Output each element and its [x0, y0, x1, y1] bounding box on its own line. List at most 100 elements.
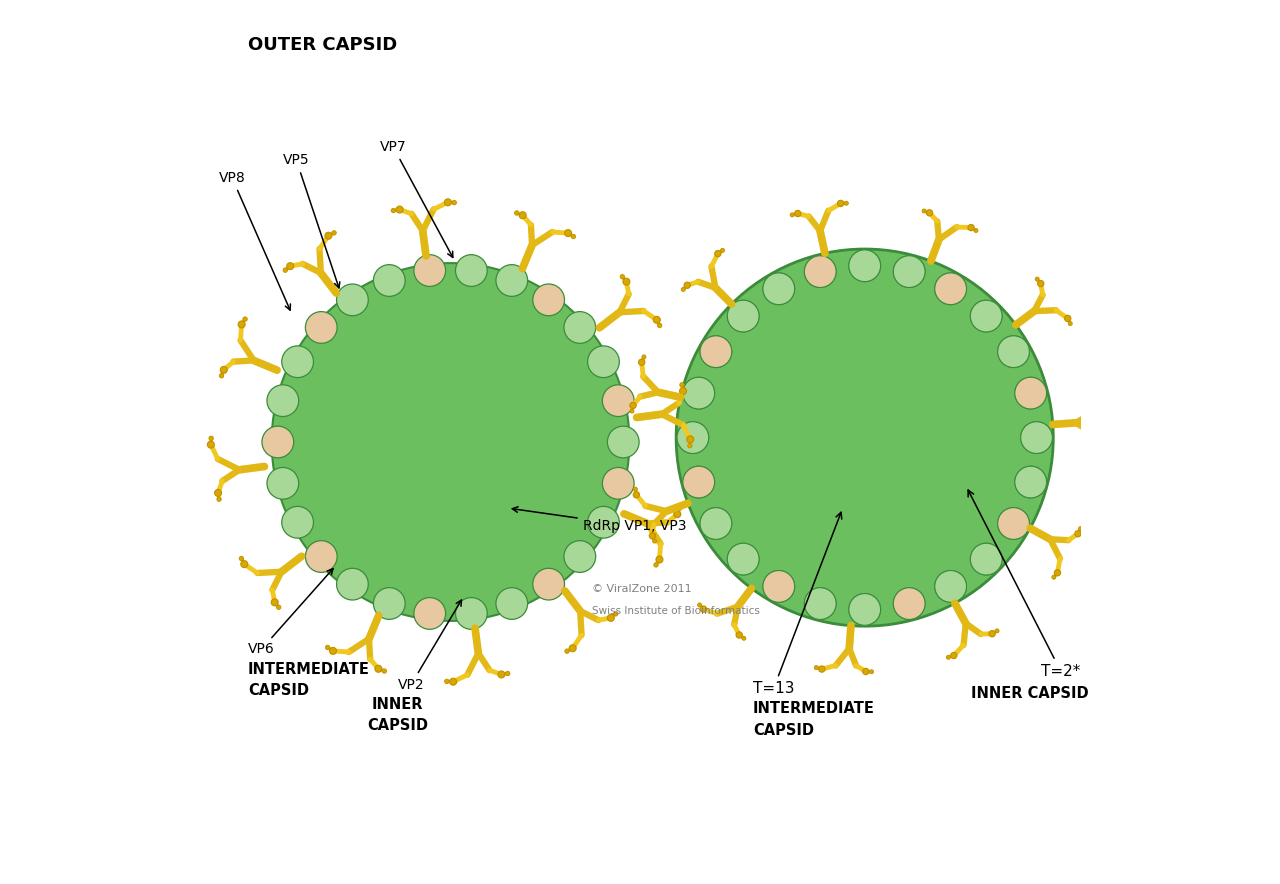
Ellipse shape — [458, 398, 475, 408]
Circle shape — [795, 210, 801, 217]
Circle shape — [700, 336, 732, 368]
Circle shape — [763, 273, 795, 305]
Circle shape — [413, 598, 445, 629]
Circle shape — [698, 603, 701, 607]
Polygon shape — [924, 368, 960, 413]
Circle shape — [808, 558, 836, 586]
Circle shape — [913, 289, 936, 311]
Ellipse shape — [475, 504, 492, 514]
Ellipse shape — [453, 387, 471, 397]
Circle shape — [557, 467, 585, 495]
Circle shape — [215, 490, 221, 497]
Wedge shape — [824, 397, 865, 478]
Circle shape — [507, 301, 530, 324]
Circle shape — [608, 426, 639, 458]
Polygon shape — [908, 413, 937, 462]
Ellipse shape — [407, 364, 424, 376]
Circle shape — [358, 514, 381, 537]
Ellipse shape — [398, 414, 408, 431]
Circle shape — [398, 548, 426, 576]
Circle shape — [316, 467, 344, 495]
Circle shape — [768, 309, 796, 338]
Circle shape — [306, 541, 337, 573]
Circle shape — [992, 423, 1020, 452]
Ellipse shape — [470, 469, 484, 482]
Circle shape — [287, 263, 293, 270]
Circle shape — [727, 301, 759, 332]
Ellipse shape — [512, 401, 524, 417]
Ellipse shape — [375, 409, 385, 426]
Ellipse shape — [435, 423, 451, 434]
Circle shape — [768, 537, 796, 566]
Circle shape — [321, 326, 352, 356]
Circle shape — [456, 316, 479, 339]
Circle shape — [588, 346, 620, 377]
Circle shape — [207, 441, 214, 448]
Ellipse shape — [430, 487, 448, 497]
Circle shape — [814, 666, 818, 670]
Circle shape — [1093, 395, 1097, 400]
Ellipse shape — [417, 402, 431, 415]
Ellipse shape — [457, 516, 474, 525]
Circle shape — [311, 428, 339, 456]
Ellipse shape — [401, 498, 416, 510]
Ellipse shape — [404, 439, 413, 457]
Circle shape — [893, 255, 925, 287]
Circle shape — [861, 400, 873, 410]
Circle shape — [549, 528, 580, 558]
Ellipse shape — [485, 374, 500, 386]
Circle shape — [520, 212, 526, 218]
Circle shape — [970, 544, 1002, 575]
Circle shape — [673, 511, 681, 518]
Circle shape — [283, 427, 314, 457]
Ellipse shape — [467, 397, 484, 409]
Ellipse shape — [435, 450, 451, 461]
Circle shape — [475, 548, 503, 576]
Ellipse shape — [370, 408, 380, 424]
Circle shape — [927, 210, 933, 216]
Circle shape — [922, 209, 927, 213]
Ellipse shape — [370, 393, 387, 407]
Polygon shape — [901, 507, 943, 540]
Circle shape — [321, 528, 352, 558]
Polygon shape — [869, 507, 900, 540]
Ellipse shape — [488, 427, 497, 445]
Circle shape — [564, 649, 570, 653]
Ellipse shape — [489, 369, 495, 376]
Ellipse shape — [810, 385, 849, 420]
Wedge shape — [865, 320, 982, 555]
Ellipse shape — [468, 362, 485, 371]
Wedge shape — [777, 350, 865, 525]
Polygon shape — [913, 335, 955, 368]
Circle shape — [511, 326, 539, 354]
Circle shape — [682, 377, 714, 409]
Ellipse shape — [442, 513, 460, 538]
Ellipse shape — [448, 427, 463, 438]
Circle shape — [392, 209, 396, 213]
Circle shape — [639, 359, 645, 365]
Circle shape — [522, 552, 552, 583]
Circle shape — [561, 347, 584, 370]
Ellipse shape — [426, 359, 444, 368]
Circle shape — [385, 328, 408, 350]
Polygon shape — [869, 540, 901, 554]
Circle shape — [682, 466, 714, 498]
Ellipse shape — [399, 358, 419, 381]
Circle shape — [851, 565, 879, 592]
Circle shape — [539, 354, 567, 382]
Circle shape — [763, 273, 795, 305]
Circle shape — [334, 354, 362, 382]
Circle shape — [1069, 322, 1073, 325]
Circle shape — [1036, 277, 1039, 281]
Ellipse shape — [416, 513, 433, 522]
Circle shape — [845, 202, 849, 205]
Ellipse shape — [488, 370, 503, 382]
Wedge shape — [865, 326, 977, 549]
Circle shape — [717, 467, 745, 495]
Ellipse shape — [495, 496, 509, 509]
Polygon shape — [872, 321, 913, 335]
Ellipse shape — [517, 481, 524, 487]
Text: VP8: VP8 — [219, 171, 291, 310]
Text: VP5: VP5 — [283, 154, 340, 288]
Ellipse shape — [447, 519, 452, 527]
